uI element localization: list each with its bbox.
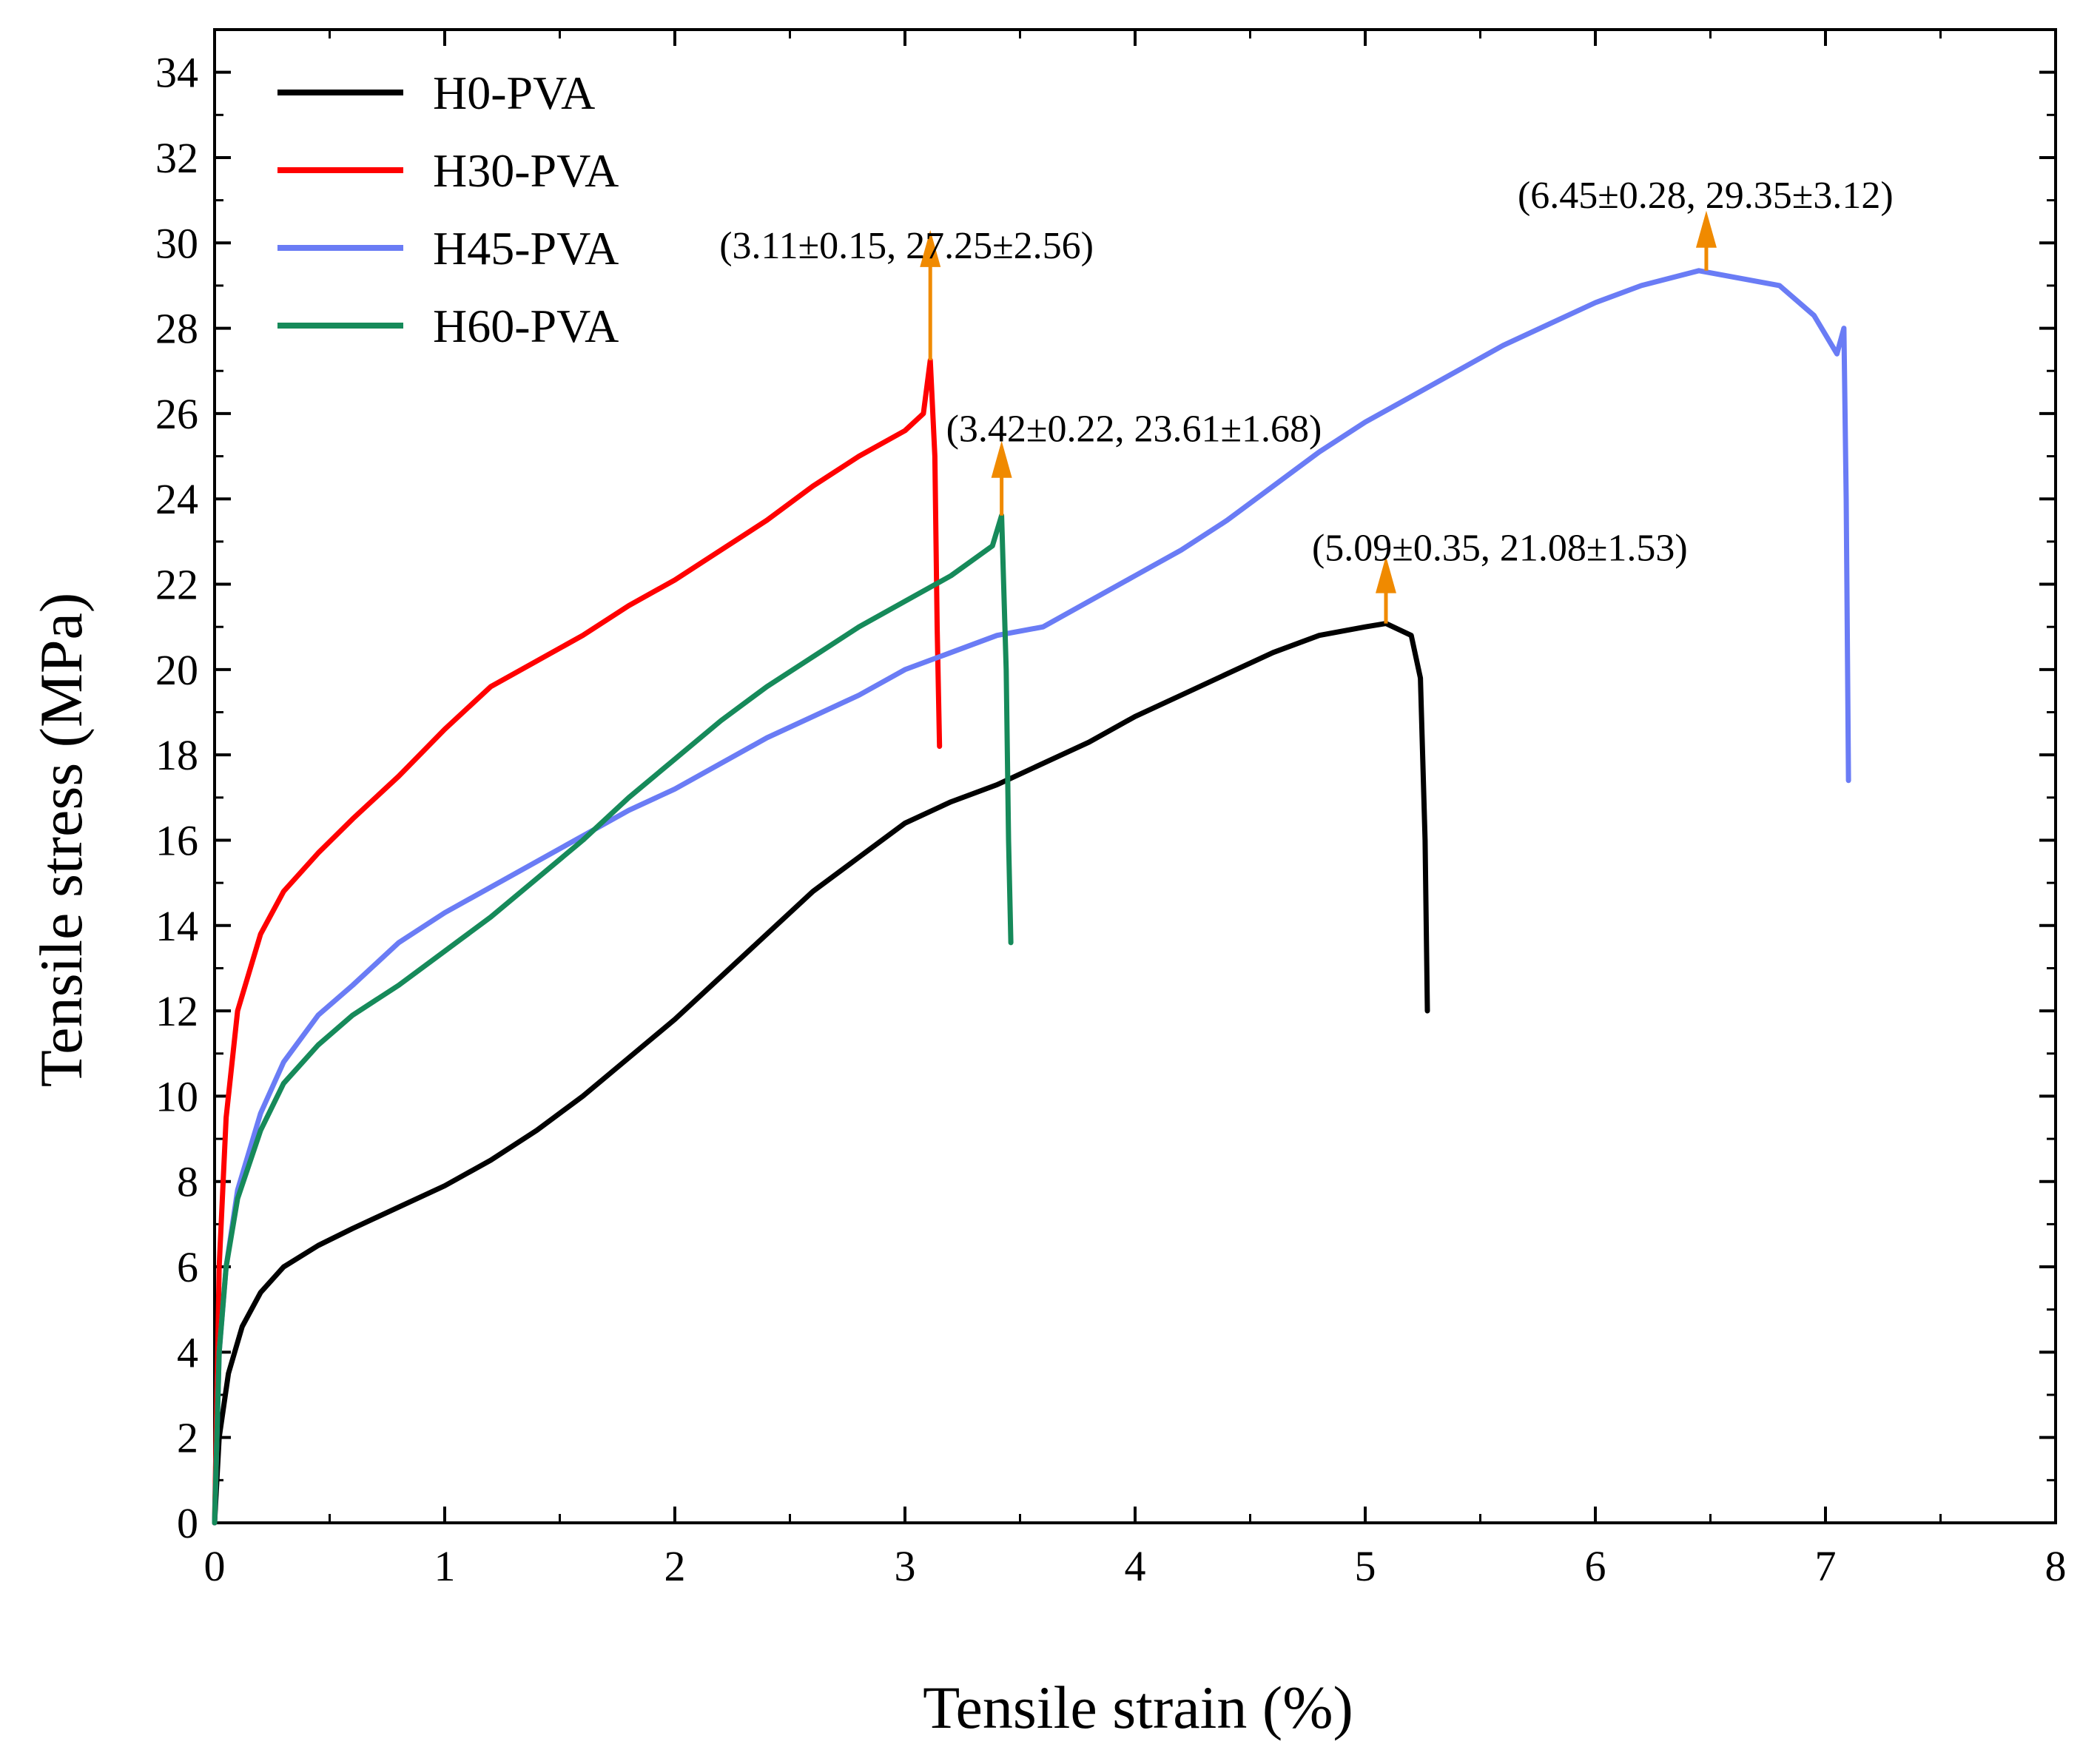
y-axis-title: Tensile stress (MPa) (27, 593, 95, 1087)
x-tick-label: 5 (1355, 1542, 1376, 1590)
y-tick-label: 24 (155, 475, 198, 523)
x-tick-label: 8 (2045, 1542, 2067, 1590)
y-tick-label: 26 (155, 390, 198, 438)
y-tick-label: 30 (155, 219, 198, 267)
annotation-label: (3.11±0.15, 27.25±2.56) (719, 225, 1094, 267)
series-line-h30-pva (212, 357, 943, 1526)
legend-label: H45-PVA (433, 222, 619, 275)
annotation-arrow-head (1695, 210, 1717, 248)
y-tick-label: 20 (155, 646, 198, 694)
series-line-h45-pva (212, 268, 1851, 1526)
y-tick-label: 4 (177, 1328, 198, 1376)
series-line-h60-pva (212, 513, 1014, 1526)
y-tick-label: 16 (155, 816, 198, 864)
y-tick-label: 22 (155, 561, 198, 609)
y-tick-label: 10 (155, 1072, 198, 1120)
x-tick-label: 3 (895, 1542, 916, 1590)
annotation-arrow-head (991, 440, 1012, 478)
legend-label: H30-PVA (433, 144, 619, 197)
y-tick-label: 34 (155, 49, 198, 97)
y-tick-label: 8 (177, 1158, 198, 1206)
y-tick-label: 12 (155, 987, 198, 1035)
x-tick-label: 1 (434, 1542, 456, 1590)
x-axis-title: Tensile strain (%) (923, 1674, 1353, 1741)
annotations: (3.11±0.15, 27.25±2.56) (3.42±0.22, 23.61… (719, 175, 1894, 624)
y-tick-label: 14 (155, 902, 198, 950)
x-tick-label: 0 (204, 1542, 226, 1590)
series-lines (212, 268, 1851, 1526)
y-tick-label: 6 (177, 1243, 198, 1291)
annotation-arrow-head (1375, 556, 1396, 593)
legend-label: H60-PVA (433, 300, 619, 352)
y-tick-label: 28 (155, 305, 198, 353)
legend-label: H0-PVA (433, 67, 595, 119)
y-tick-label: 18 (155, 731, 198, 779)
x-tick-label: 2 (664, 1542, 686, 1590)
series-line-h0-pva (212, 621, 1430, 1526)
annotation-label: (6.45±0.28, 29.35±3.12) (1518, 175, 1894, 217)
y-tick-label: 32 (155, 134, 198, 182)
x-axis-ticks: 0 1 2 3 4 5 6 7 8 (204, 30, 2067, 1590)
x-tick-label: 7 (1815, 1542, 1837, 1590)
legend: H0-PVA H30-PVA H45-PVA H60-PVA (277, 67, 619, 352)
x-tick-label: 4 (1125, 1542, 1146, 1590)
annotation-arrow-head (920, 229, 941, 267)
annotation-label: (5.09±0.35, 21.08±1.53) (1312, 528, 1688, 570)
y-tick-label: 2 (177, 1414, 198, 1462)
y-tick-label: 0 (177, 1499, 198, 1547)
annotation-label: (3.42±0.22, 23.61±1.68) (946, 408, 1322, 451)
x-tick-label: 6 (1585, 1542, 1606, 1590)
